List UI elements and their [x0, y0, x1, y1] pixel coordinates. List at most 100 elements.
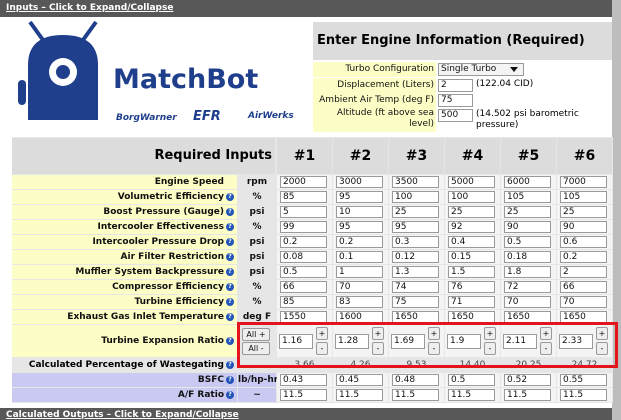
plus-button[interactable]: +	[540, 327, 552, 340]
help-icon[interactable]: ?	[226, 361, 234, 369]
help-icon[interactable]: ?	[226, 313, 234, 321]
plus-button[interactable]: +	[484, 327, 496, 340]
field-input[interactable]: 2	[438, 79, 473, 92]
value-input[interactable]: 75	[392, 296, 439, 308]
value-input[interactable]: 25	[504, 206, 551, 218]
value-input[interactable]: 25	[560, 206, 607, 218]
value-input[interactable]: 0.48	[392, 374, 439, 386]
help-icon[interactable]: ?	[226, 298, 234, 306]
minus-button[interactable]: -	[484, 342, 496, 355]
help-icon[interactable]: ?	[226, 238, 234, 246]
value-input[interactable]: 10	[336, 206, 383, 218]
value-input[interactable]: 0.4	[448, 236, 495, 248]
outputs-bar[interactable]: Calculated Outputs – Click to Expand/Col…	[0, 408, 612, 420]
help-icon[interactable]: ?	[226, 253, 234, 261]
plus-button[interactable]: +	[428, 327, 440, 340]
value-input[interactable]: 100	[392, 191, 439, 203]
value-input[interactable]: 0.1	[336, 251, 383, 263]
ratio-input[interactable]: 2.11	[503, 334, 537, 349]
value-input[interactable]: 25	[448, 206, 495, 218]
value-input[interactable]: 11.5	[448, 389, 495, 401]
help-icon[interactable]: ?	[226, 283, 234, 291]
value-input[interactable]: 0.45	[336, 374, 383, 386]
value-input[interactable]: 85	[280, 296, 327, 308]
help-icon[interactable]: ?	[226, 337, 234, 345]
minus-button[interactable]: -	[316, 342, 328, 355]
value-input[interactable]: 11.5	[280, 389, 327, 401]
help-icon[interactable]: ?	[226, 376, 234, 384]
minus-button[interactable]: -	[372, 342, 384, 355]
minus-button[interactable]: -	[596, 342, 608, 355]
value-input[interactable]: 71	[448, 296, 495, 308]
value-input[interactable]: 0.2	[280, 236, 327, 248]
value-input[interactable]: 0.6	[560, 236, 607, 248]
value-input[interactable]: 1	[336, 266, 383, 278]
value-input[interactable]: 90	[504, 221, 551, 233]
value-input[interactable]: 2000	[280, 176, 327, 188]
value-input[interactable]: 11.5	[504, 389, 551, 401]
value-input[interactable]: 11.5	[392, 389, 439, 401]
help-icon[interactable]: ?	[226, 268, 234, 276]
value-input[interactable]: 5000	[448, 176, 495, 188]
ratio-input[interactable]: 1.69	[391, 334, 425, 349]
value-input[interactable]: 90	[560, 221, 607, 233]
value-input[interactable]: 11.5	[336, 389, 383, 401]
value-input[interactable]: 0.43	[280, 374, 327, 386]
value-input[interactable]: 92	[448, 221, 495, 233]
help-icon[interactable]: ?	[226, 223, 234, 231]
inputs-bar[interactable]: Inputs – Click to Expand/Collapse	[0, 0, 612, 17]
all-plus[interactable]: All +	[242, 328, 270, 341]
value-input[interactable]: 95	[336, 191, 383, 203]
help-icon[interactable]: ?	[226, 391, 234, 399]
value-input[interactable]: 0.12	[392, 251, 439, 263]
value-input[interactable]: 1.5	[448, 266, 495, 278]
value-input[interactable]: 0.3	[392, 236, 439, 248]
value-input[interactable]: 1.3	[392, 266, 439, 278]
value-input[interactable]: 105	[504, 191, 551, 203]
value-input[interactable]: 0.5	[504, 236, 551, 248]
value-input[interactable]: 95	[392, 221, 439, 233]
plus-button[interactable]: +	[372, 327, 384, 340]
value-input[interactable]: 100	[448, 191, 495, 203]
minus-button[interactable]: -	[540, 342, 552, 355]
ratio-input[interactable]: 1.16	[279, 334, 313, 349]
value-input[interactable]: 7000	[560, 176, 607, 188]
value-input[interactable]: 3500	[392, 176, 439, 188]
ratio-input[interactable]: 1.9	[447, 334, 481, 349]
value-input[interactable]: 70	[560, 296, 607, 308]
value-input[interactable]: 6000	[504, 176, 551, 188]
all-minus[interactable]: All -	[242, 342, 270, 355]
value-input[interactable]: 66	[560, 281, 607, 293]
value-input[interactable]: 0.2	[336, 236, 383, 248]
value-input[interactable]: 2	[560, 266, 607, 278]
value-input[interactable]: 74	[392, 281, 439, 293]
plus-button[interactable]: +	[596, 327, 608, 340]
value-input[interactable]: 0.52	[504, 374, 551, 386]
value-input[interactable]: 72	[504, 281, 551, 293]
select[interactable]: Single Turbo	[438, 63, 524, 76]
field-input[interactable]: 75	[438, 94, 473, 107]
value-input[interactable]: 95	[336, 221, 383, 233]
value-input[interactable]: 0.18	[504, 251, 551, 263]
value-input[interactable]: 0.2	[560, 251, 607, 263]
value-input[interactable]: 0.5	[448, 374, 495, 386]
value-input[interactable]: 70	[504, 296, 551, 308]
value-input[interactable]: 70	[336, 281, 383, 293]
value-input[interactable]: 1.8	[504, 266, 551, 278]
value-input[interactable]: 83	[336, 296, 383, 308]
value-input[interactable]: 85	[280, 191, 327, 203]
field-input[interactable]: 500	[438, 109, 473, 122]
minus-button[interactable]: -	[428, 342, 440, 355]
value-input[interactable]: 99	[280, 221, 327, 233]
value-input[interactable]: 5	[280, 206, 327, 218]
value-input[interactable]: 0.15	[448, 251, 495, 263]
value-input[interactable]: 66	[280, 281, 327, 293]
value-input[interactable]: 3000	[336, 176, 383, 188]
value-input[interactable]: 105	[560, 191, 607, 203]
value-input[interactable]: 0.5	[280, 266, 327, 278]
value-input[interactable]: 0.08	[280, 251, 327, 263]
help-icon[interactable]: ?	[226, 193, 234, 201]
ratio-input[interactable]: 2.33	[559, 334, 593, 349]
ratio-input[interactable]: 1.28	[335, 334, 369, 349]
value-input[interactable]: 11.5	[560, 389, 607, 401]
